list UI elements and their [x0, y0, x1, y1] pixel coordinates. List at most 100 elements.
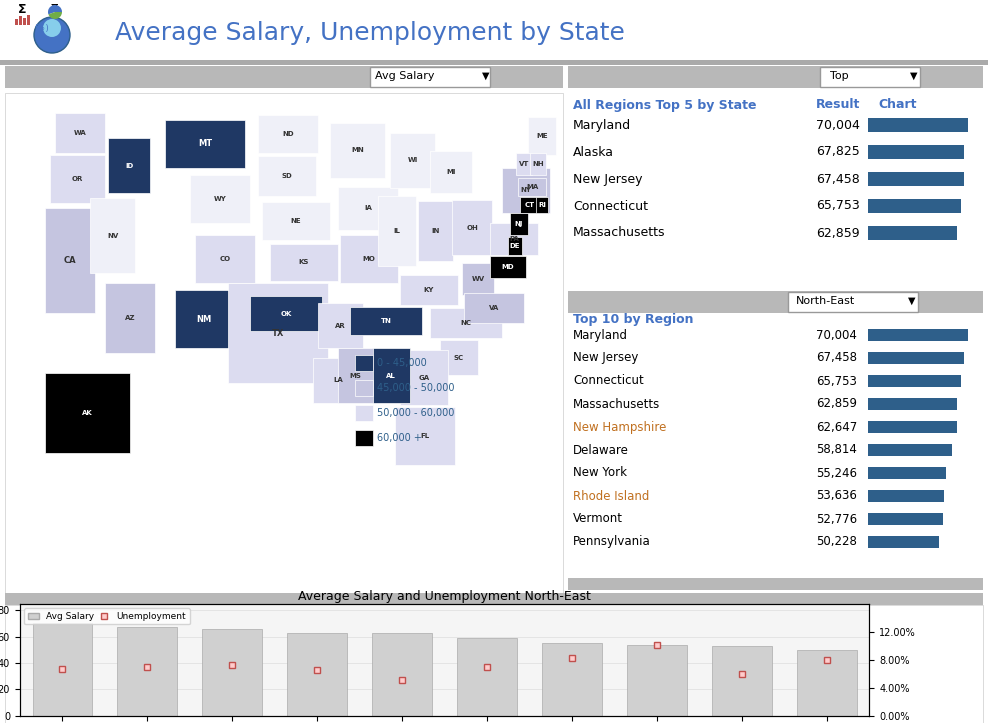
- Bar: [868, 536, 939, 548]
- Bar: [372, 633, 432, 716]
- Text: TX: TX: [272, 328, 285, 338]
- Bar: [5, 605, 983, 723]
- Bar: [510, 213, 528, 235]
- Bar: [27, 15, 30, 25]
- Text: f(∘): f(∘): [35, 24, 49, 33]
- Text: WI: WI: [407, 158, 418, 163]
- Text: NE: NE: [290, 218, 301, 224]
- Text: NC: NC: [460, 320, 471, 326]
- Bar: [568, 98, 983, 590]
- Text: Maryland: Maryland: [573, 328, 628, 341]
- Text: 67,458: 67,458: [816, 351, 857, 364]
- Bar: [868, 467, 946, 479]
- Bar: [355, 380, 373, 396]
- Text: Σ: Σ: [18, 3, 27, 16]
- Text: WV: WV: [471, 276, 484, 282]
- Text: MO: MO: [363, 256, 375, 262]
- Text: CT: CT: [525, 202, 535, 208]
- Bar: [516, 153, 532, 175]
- Text: ▼: ▼: [482, 71, 489, 81]
- Bar: [118, 627, 177, 716]
- Bar: [355, 430, 373, 446]
- Bar: [390, 133, 435, 188]
- Bar: [868, 444, 952, 456]
- Bar: [502, 168, 550, 213]
- Bar: [350, 307, 422, 335]
- Text: MT: MT: [198, 140, 212, 148]
- Text: Maryland: Maryland: [573, 119, 631, 132]
- Bar: [788, 292, 918, 312]
- Text: TN: TN: [380, 318, 391, 324]
- Text: ND: ND: [283, 131, 293, 137]
- Text: DE: DE: [510, 243, 521, 249]
- Bar: [313, 358, 363, 403]
- Bar: [418, 201, 453, 261]
- Bar: [0, 0, 988, 60]
- Text: AL: AL: [386, 372, 396, 379]
- Text: VA: VA: [489, 305, 499, 311]
- Text: VT: VT: [519, 161, 530, 167]
- Bar: [250, 296, 322, 331]
- Bar: [568, 291, 983, 313]
- Bar: [105, 283, 155, 353]
- Text: OR: OR: [72, 176, 83, 182]
- Text: MD: MD: [502, 264, 515, 270]
- Bar: [165, 120, 245, 168]
- Bar: [490, 256, 526, 278]
- Bar: [868, 172, 964, 186]
- Text: ME: ME: [536, 133, 547, 139]
- Bar: [378, 196, 416, 266]
- Text: 50,228: 50,228: [816, 536, 857, 549]
- Bar: [258, 115, 318, 153]
- Bar: [868, 352, 964, 364]
- Text: ID: ID: [124, 163, 133, 168]
- Bar: [520, 197, 540, 213]
- Bar: [627, 645, 687, 716]
- Wedge shape: [48, 5, 62, 14]
- Text: AZ: AZ: [124, 315, 135, 321]
- Text: 67,825: 67,825: [816, 145, 860, 158]
- Text: 65,753: 65,753: [816, 375, 857, 388]
- Bar: [430, 151, 472, 193]
- Bar: [355, 405, 373, 421]
- Text: CO: CO: [219, 256, 230, 262]
- Bar: [355, 355, 373, 371]
- Bar: [868, 145, 964, 159]
- Text: 62,859: 62,859: [816, 226, 860, 239]
- Text: ▼: ▼: [910, 71, 918, 81]
- Bar: [340, 235, 398, 283]
- Bar: [370, 67, 490, 87]
- Text: 50,000 - 60,000: 50,000 - 60,000: [377, 408, 454, 418]
- Bar: [868, 329, 968, 341]
- Bar: [228, 283, 328, 383]
- Bar: [318, 303, 363, 348]
- Text: AK: AK: [82, 410, 93, 416]
- Text: 55,246: 55,246: [816, 466, 857, 479]
- Text: Connecticut: Connecticut: [573, 375, 644, 388]
- Bar: [190, 175, 250, 223]
- Text: 53,636: 53,636: [816, 489, 857, 502]
- Text: NM: NM: [197, 315, 211, 323]
- Bar: [15, 19, 18, 25]
- Text: New Jersey: New Jersey: [573, 351, 638, 364]
- Bar: [528, 117, 556, 155]
- Text: North-East: North-East: [796, 296, 856, 306]
- Legend: Avg Salary, Unemployment: Avg Salary, Unemployment: [25, 608, 190, 625]
- Text: 65,753: 65,753: [816, 200, 860, 213]
- Text: Massachusetts: Massachusetts: [573, 398, 660, 411]
- Text: Alaska: Alaska: [573, 145, 614, 158]
- Text: 58,814: 58,814: [816, 443, 857, 456]
- Text: LA: LA: [333, 377, 343, 383]
- Text: 0 - 45,000: 0 - 45,000: [377, 358, 427, 368]
- Bar: [464, 293, 524, 323]
- Bar: [90, 198, 135, 273]
- Text: RI: RI: [538, 202, 546, 208]
- Bar: [338, 348, 373, 403]
- Text: MA: MA: [526, 184, 538, 190]
- Bar: [395, 407, 455, 465]
- Bar: [820, 67, 920, 87]
- Circle shape: [34, 17, 70, 53]
- Text: Rhode Island: Rhode Island: [573, 489, 649, 502]
- Bar: [5, 66, 563, 88]
- Bar: [50, 155, 105, 203]
